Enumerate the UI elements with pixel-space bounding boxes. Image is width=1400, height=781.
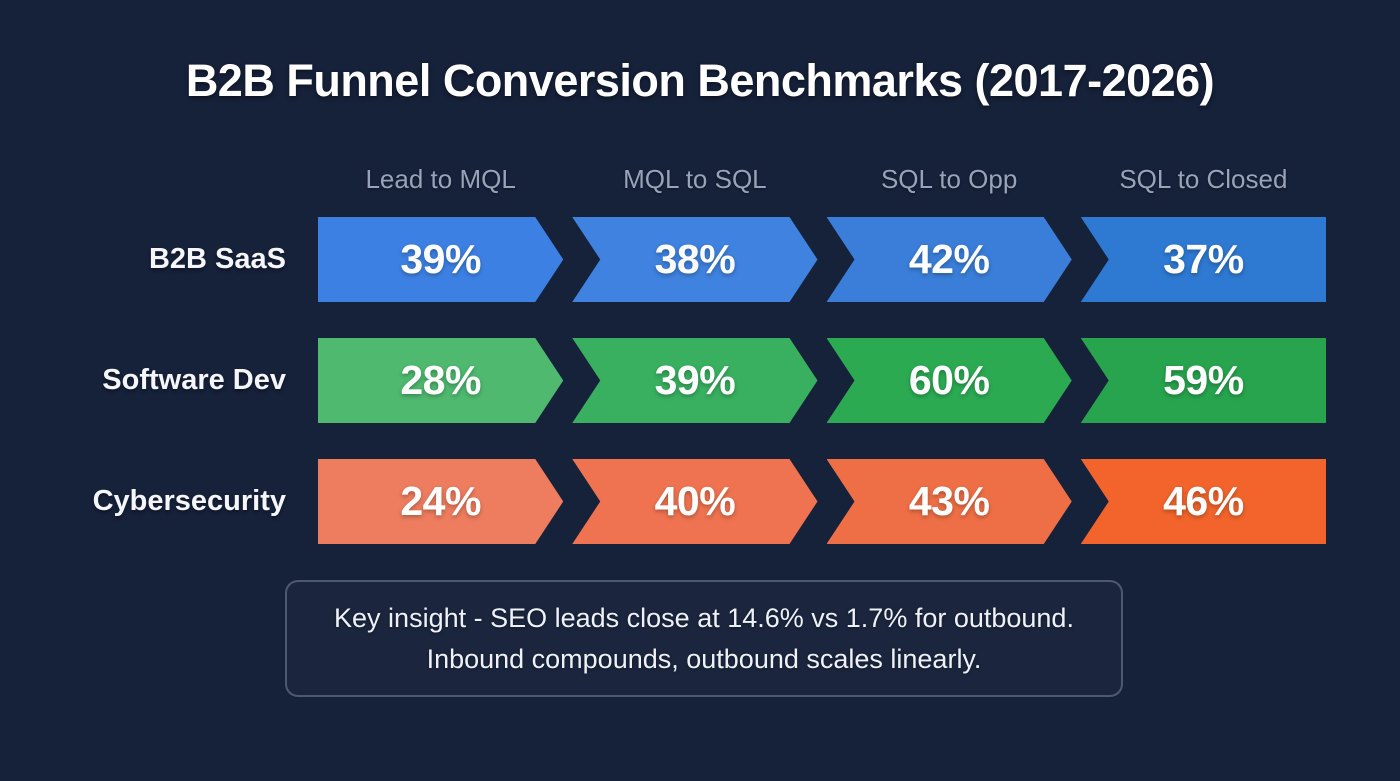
- funnel-row-software-dev: Software Dev 28% 39% 60% 59%: [0, 338, 1400, 423]
- segment-value: 60%: [908, 357, 990, 403]
- funnel-segment: 37%: [1080, 217, 1326, 302]
- segment-value: 28%: [400, 357, 481, 403]
- funnel-segments: 28% 39% 60% 59%: [318, 338, 1326, 423]
- row-label: Software Dev: [102, 364, 286, 396]
- segment-value: 38%: [654, 236, 736, 282]
- column-header-sql-to-opp: SQL to Opp: [880, 163, 1018, 194]
- funnel-row-cybersecurity: Cybersecurity 24% 40% 43% 46%: [0, 459, 1400, 544]
- segment-value: 40%: [654, 478, 736, 524]
- segment-value: 24%: [400, 478, 481, 524]
- funnel-segment: 42%: [827, 217, 1072, 302]
- segment-value: 39%: [400, 236, 481, 282]
- funnel-segments: 39% 38% 42% 37%: [318, 217, 1326, 302]
- key-insight-box: Key insight - SEO leads close at 14.6% v…: [285, 580, 1123, 697]
- funnel-row-b2b-saas: B2B SaaS 39% 38% 42% 37%: [0, 217, 1400, 302]
- segment-value: 37%: [1163, 236, 1244, 282]
- funnel-segment: 59%: [1080, 338, 1326, 423]
- funnel-segment: 60%: [827, 338, 1072, 423]
- column-headers: Lead to MQL MQL to SQL SQL to Opp SQL to…: [318, 163, 1326, 195]
- page-title: B2B Funnel Conversion Benchmarks (2017-2…: [185, 55, 1215, 106]
- insight-line-2: Inbound compounds, outbound scales linea…: [426, 643, 982, 674]
- segment-value: 46%: [1163, 478, 1244, 524]
- segment-value: 39%: [654, 357, 736, 403]
- funnel-chart: Lead to MQL MQL to SQL SQL to Opp SQL to…: [0, 163, 1400, 544]
- funnel-segment: 40%: [572, 459, 817, 544]
- column-header-row: Lead to MQL MQL to SQL SQL to Opp SQL to…: [0, 163, 1400, 195]
- segment-value: 42%: [908, 236, 990, 282]
- funnel-segment: 43%: [827, 459, 1072, 544]
- funnel-segments: 24% 40% 43% 46%: [318, 459, 1326, 544]
- funnel-segment: 39%: [318, 217, 563, 302]
- funnel-segment: 24%: [318, 459, 563, 544]
- column-header-sql-to-closed: SQL to Closed: [1119, 163, 1288, 194]
- column-header-lead-to-mql: Lead to MQL: [365, 163, 516, 194]
- column-header-mql-to-sql: MQL to SQL: [623, 163, 767, 194]
- segment-value: 43%: [908, 478, 990, 524]
- row-label: B2B SaaS: [148, 243, 286, 275]
- funnel-segment: 46%: [1080, 459, 1326, 544]
- funnel-segment: 39%: [572, 338, 817, 423]
- funnel-benchmarks-infographic: B2B Funnel Conversion Benchmarks (2017-2…: [0, 58, 1400, 781]
- row-label: Cybersecurity: [92, 485, 286, 517]
- funnel-segment: 38%: [572, 217, 817, 302]
- funnel-segment: 28%: [318, 338, 563, 423]
- segment-value: 59%: [1163, 357, 1244, 403]
- insight-line-1: Key insight - SEO leads close at 14.6% v…: [334, 603, 1074, 633]
